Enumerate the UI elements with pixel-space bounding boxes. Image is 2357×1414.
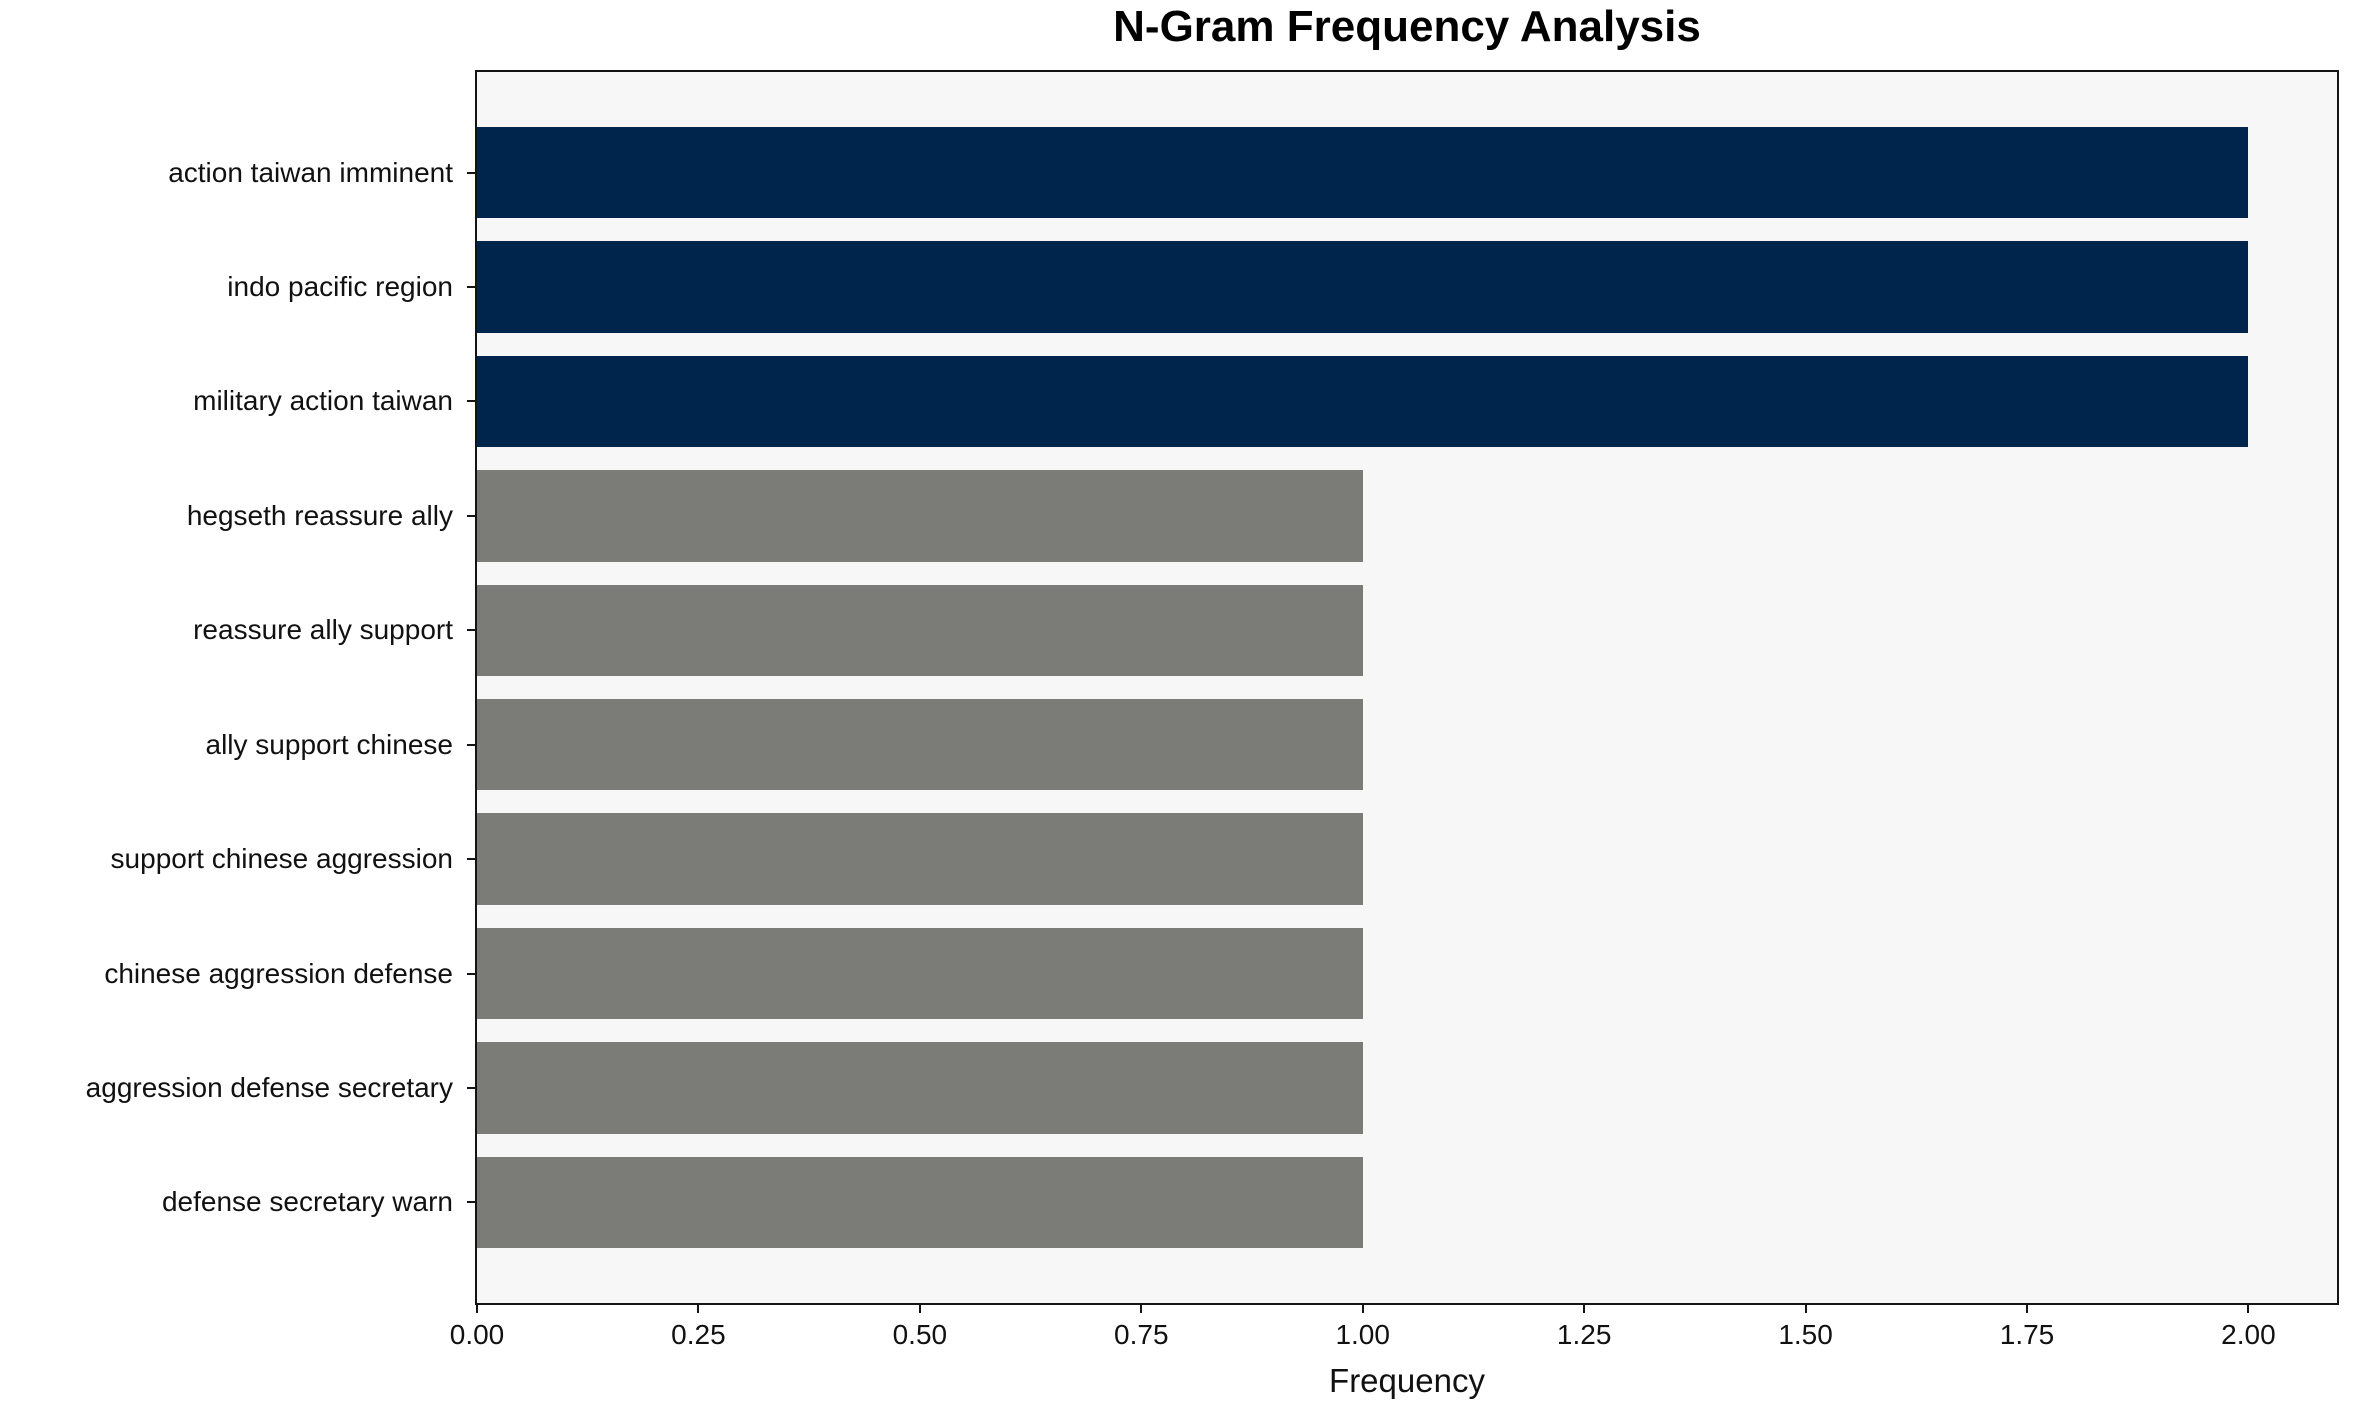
y-tick-label: aggression defense secretary — [85, 1071, 453, 1103]
y-tick-mark — [467, 286, 477, 289]
x-tick-label: 0.50 — [892, 1319, 948, 1350]
y-tick-label: chinese aggression defense — [104, 957, 453, 989]
x-tick-label: 1.25 — [1556, 1319, 1612, 1350]
y-tick-mark — [467, 858, 477, 861]
x-tick-label: 1.50 — [1778, 1319, 1833, 1350]
x-tick-mark — [1804, 1303, 1807, 1313]
y-tick-label: action taiwan imminent — [168, 156, 453, 188]
chart-title: N-Gram Frequency Analysis — [1113, 2, 1701, 51]
x-tick-mark — [2026, 1303, 2028, 1313]
bar — [477, 241, 2249, 333]
y-tick-label: defense secretary warn — [161, 1186, 453, 1218]
x-tick-label: 0.75 — [1114, 1319, 1169, 1350]
x-tick-mark — [476, 1303, 478, 1313]
bar — [477, 927, 1363, 1020]
y-tick-label: indo pacific region — [227, 271, 453, 303]
plot-area — [477, 72, 2337, 1303]
bar — [477, 1156, 1363, 1249]
y-tick-mark — [467, 972, 477, 975]
y-tick-mark — [467, 1086, 477, 1089]
bar — [477, 355, 2249, 448]
bar — [477, 813, 1363, 905]
x-tick-label: 1.75 — [1999, 1319, 2055, 1350]
y-tick-label: reassure ally support — [193, 614, 453, 646]
x-tick-label: 0.00 — [449, 1319, 505, 1350]
x-tick-mark — [1583, 1303, 1586, 1313]
x-axis-label: Frequency — [1329, 1362, 1485, 1399]
x-tick-mark — [697, 1303, 700, 1313]
y-tick-mark — [467, 400, 477, 403]
x-tick-mark — [1140, 1303, 1143, 1313]
bar — [477, 584, 1363, 677]
x-tick-mark — [918, 1303, 921, 1313]
bar — [477, 126, 2249, 219]
y-tick-label: support chinese aggression — [110, 843, 453, 875]
y-tick-mark — [467, 171, 477, 174]
bar — [477, 698, 1363, 791]
x-tick-label: 0.25 — [671, 1319, 726, 1350]
bar — [477, 1042, 1363, 1134]
y-tick-mark — [467, 743, 477, 746]
y-tick-label: military action taiwan — [193, 385, 453, 417]
x-tick-mark — [2247, 1303, 2250, 1313]
x-tick-label: 2.00 — [2221, 1319, 2276, 1350]
bar — [477, 470, 1363, 562]
y-tick-label: ally support chinese — [205, 728, 453, 760]
y-tick-mark — [467, 1201, 477, 1204]
y-tick-mark — [467, 629, 477, 632]
y-tick-label: hegseth reassure ally — [186, 499, 453, 531]
y-tick-mark — [467, 514, 477, 517]
x-tick-mark — [1361, 1303, 1364, 1313]
x-tick-label: 1.00 — [1335, 1319, 1390, 1350]
